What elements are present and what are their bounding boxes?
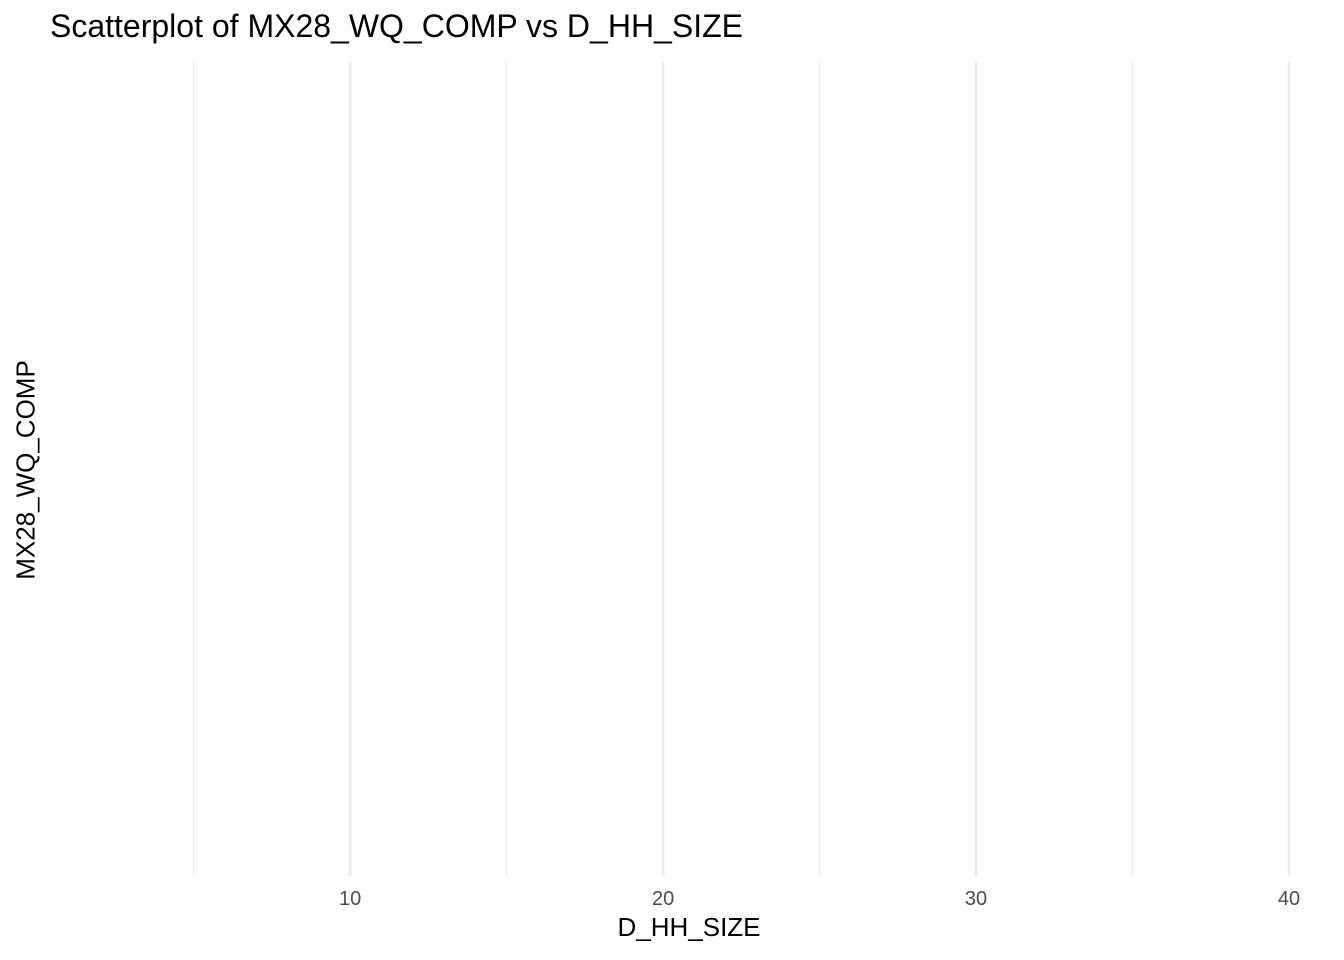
major-gridlines [348,62,1291,876]
minor-gridlines [193,62,1134,876]
x-tick-labels: 10 20 30 40 [339,888,1300,910]
x-tick-label: 10 [339,888,361,910]
x-axis-label: D_HH_SIZE [617,912,761,942]
chart-title: Scatterplot of MX28_WQ_COMP vs D_HH_SIZE [50,8,743,44]
x-tick-label: 40 [1278,888,1300,910]
x-tick-label: 20 [652,888,674,910]
x-tick-label: 30 [965,888,987,910]
